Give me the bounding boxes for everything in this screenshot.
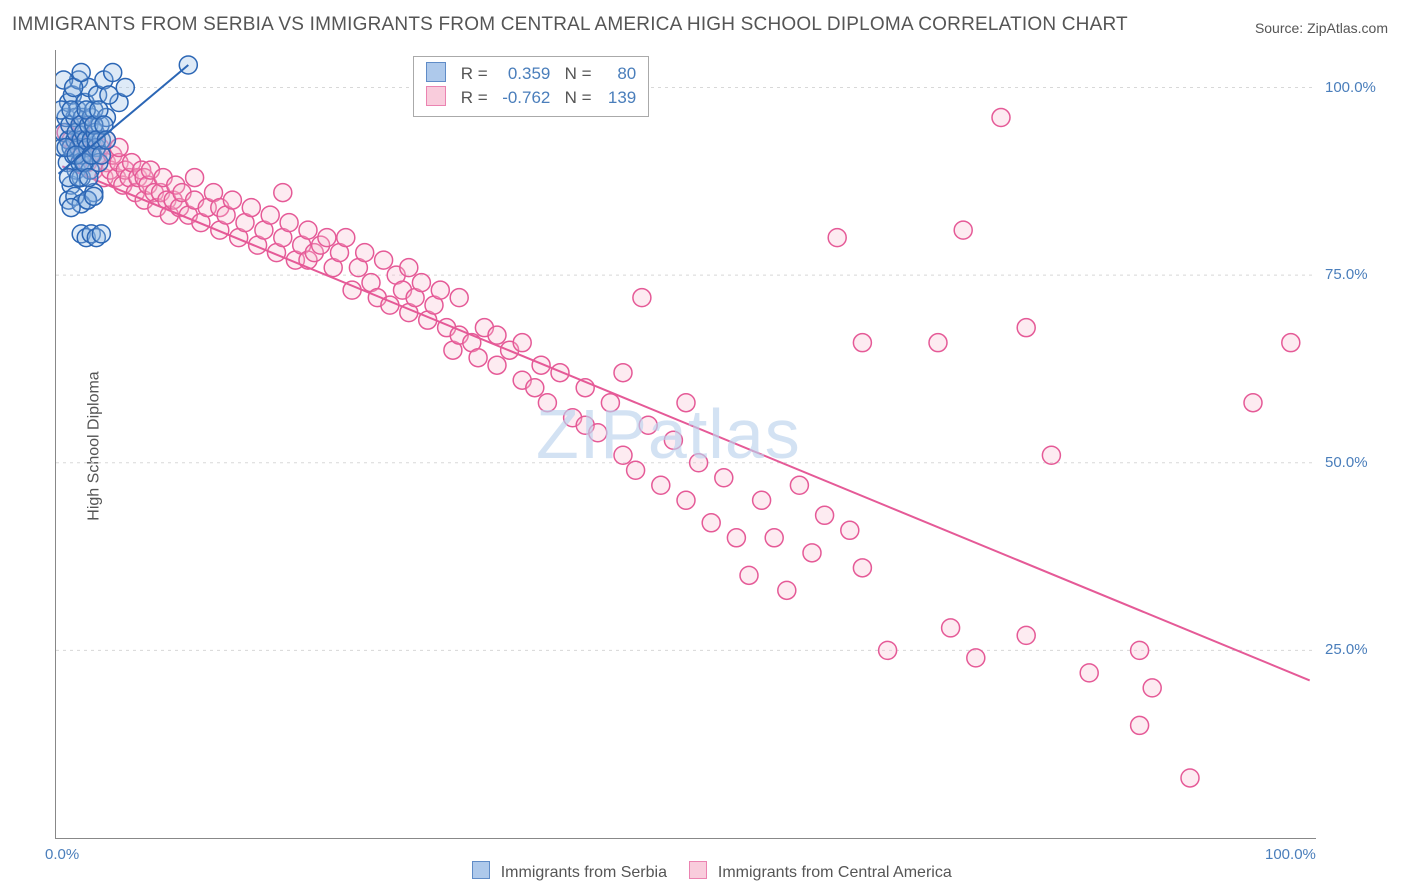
y-tick-label: 100.0% <box>1325 79 1376 96</box>
bottom-legend: Immigrants from Serbia Immigrants from C… <box>0 861 1406 882</box>
source-label: Source: ZipAtlas.com <box>1255 20 1388 36</box>
legend-label-central-america: Immigrants from Central America <box>718 864 952 881</box>
swatch-central-america-icon <box>426 86 446 106</box>
serbia-r-value: 0.359 <box>492 63 550 86</box>
scatter-svg <box>56 50 1316 838</box>
plot-area: ZIPatlas <box>55 50 1316 839</box>
legend-label-serbia: Immigrants from Serbia <box>501 864 667 881</box>
y-tick-label: 50.0% <box>1325 454 1368 471</box>
central-america-n-value: 139 <box>596 87 636 110</box>
stats-row-central-america: R = -0.762 N = 139 <box>426 86 636 110</box>
legend-swatch-central-america-icon <box>689 861 707 879</box>
y-tick-label: 75.0% <box>1325 266 1368 283</box>
correlation-stats-box: R = 0.359 N = 80 R = -0.762 N = 139 <box>413 56 649 117</box>
stats-row-serbia: R = 0.359 N = 80 <box>426 62 636 86</box>
y-tick-label: 25.0% <box>1325 641 1368 658</box>
x-tick-label: 100.0% <box>1265 846 1316 863</box>
central-america-r-value: -0.762 <box>492 87 550 110</box>
swatch-serbia-icon <box>426 62 446 82</box>
legend-swatch-serbia-icon <box>472 861 490 879</box>
serbia-n-value: 80 <box>596 63 636 86</box>
chart-title: IMMIGRANTS FROM SERBIA VS IMMIGRANTS FRO… <box>12 14 1128 36</box>
x-tick-label: 0.0% <box>45 846 79 863</box>
